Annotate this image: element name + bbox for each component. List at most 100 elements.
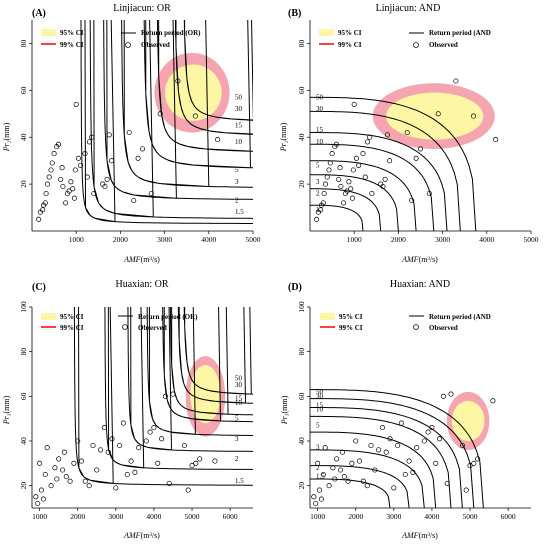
x-tick-label: 4000 (424, 512, 439, 521)
observed-point (51, 151, 57, 157)
return-period-curve-50 (310, 389, 484, 508)
legend-label-observed: Observed (141, 41, 170, 49)
panel-label: (B) (288, 8, 301, 19)
legend-swatch-ci95 (41, 313, 56, 320)
y-axis-label-unit: (mm) (2, 395, 11, 413)
return-period-curve-5 (310, 160, 417, 231)
observed-point (429, 425, 435, 431)
return-period-label: 15 (235, 122, 243, 130)
legend-label-return-period: Return period (OR) (138, 313, 198, 321)
observed-point (337, 467, 344, 473)
observed-point (379, 425, 385, 431)
observed-point (313, 500, 319, 507)
legend: 95% CI 99% CI Return period (AND Observe… (319, 29, 491, 49)
ci95-region (190, 365, 221, 424)
observed-point (364, 139, 371, 145)
observed-point (440, 393, 446, 399)
return-period-curve-2 (310, 465, 410, 508)
y-axis-label-unit: (mm) (280, 395, 289, 413)
observed-point (406, 458, 412, 464)
x-tick-label: 5000 (246, 235, 261, 244)
return-period-label: 2 (316, 464, 320, 472)
observed-point (327, 160, 333, 166)
observed-point (197, 456, 203, 462)
observed-point (117, 442, 123, 449)
return-period-curve-10 (310, 143, 435, 231)
legend-swatch-observed (413, 324, 419, 330)
observed-point (71, 195, 77, 201)
return-period-curve-5 (146, 307, 253, 436)
return-period-label: 50 (316, 388, 324, 396)
observed-point (98, 447, 104, 453)
return-period-label: 15 (316, 126, 324, 134)
return-period-label: 50 (235, 93, 243, 101)
observed-point (413, 155, 419, 161)
plot-area (310, 389, 496, 508)
return-period-label: 30 (235, 105, 243, 113)
return-period-curve-50 (310, 96, 477, 231)
observed-point (364, 483, 370, 489)
x-axis-label-main: AMF (123, 255, 141, 264)
observed-point (345, 478, 351, 484)
observed-point (320, 200, 326, 206)
observed-point (46, 174, 52, 180)
x-tick-label: 2000 (70, 512, 85, 521)
observed-point (448, 391, 454, 397)
observed-point (48, 483, 54, 489)
legend-label-observed: Observed (138, 324, 167, 332)
y-tick-label: 80 (19, 348, 28, 356)
observed-point (333, 141, 340, 147)
x-tick-label: 3000 (157, 235, 172, 244)
observed-point (316, 487, 323, 493)
legend-label-observed: Observed (429, 41, 458, 49)
x-axis-label: AMF(m³/s) (123, 255, 160, 264)
observed-point (170, 391, 176, 397)
return-period-label: 10 (316, 406, 324, 414)
y-tick-label: 60 (19, 86, 28, 94)
observed-point (362, 174, 368, 180)
observed-point (136, 445, 142, 451)
y-tick-label: 40 (297, 437, 306, 445)
return-period-label: 3 (235, 435, 239, 443)
observed-point (49, 160, 55, 166)
y-tick-label: 80 (19, 39, 28, 47)
x-tick-label: 4000 (479, 235, 494, 244)
legend-swatch-ci95 (320, 313, 335, 320)
panel-label: (D) (288, 282, 302, 293)
y-axis-label: Pr₂(mm) (2, 122, 11, 152)
return-period-label: 10 (316, 138, 324, 146)
observed-point (120, 420, 126, 426)
x-tick-label: 3000 (108, 512, 123, 521)
y-tick-label: 20 (297, 180, 306, 188)
observed-point (344, 188, 350, 194)
observed-point (349, 195, 355, 201)
return-period-label: 15 (316, 401, 324, 409)
observed-point (43, 190, 49, 197)
return-period-label: 3 (316, 178, 320, 186)
y-tick-label: 60 (19, 392, 28, 400)
observed-point (44, 181, 51, 187)
observed-point (470, 113, 477, 119)
observed-point (143, 438, 149, 444)
observed-point (113, 485, 119, 491)
observed-point (383, 449, 389, 455)
y-tick-label: 60 (297, 392, 306, 400)
x-axis-label-main: AMF (401, 531, 419, 540)
plot-a: 1.5 2 3 5 10 15 30 50 1000 2000 3000 4000 5000 20 40 60… (19, 20, 261, 244)
observed-point (395, 442, 401, 449)
legend-label-ci99: 99% CI (60, 324, 84, 332)
y-tick-label: 40 (19, 133, 28, 141)
observed-point (349, 460, 355, 466)
return-period-curve-50 (183, 20, 253, 121)
observed-point (135, 155, 141, 161)
observed-point (109, 158, 115, 164)
observed-point (380, 183, 386, 190)
observed-point (463, 487, 469, 493)
return-period-label: 10 (235, 399, 243, 407)
observed-point (351, 101, 357, 107)
x-tick-label: 2000 (391, 235, 406, 244)
return-period-label: 50 (235, 374, 243, 382)
observed-point (82, 478, 88, 484)
